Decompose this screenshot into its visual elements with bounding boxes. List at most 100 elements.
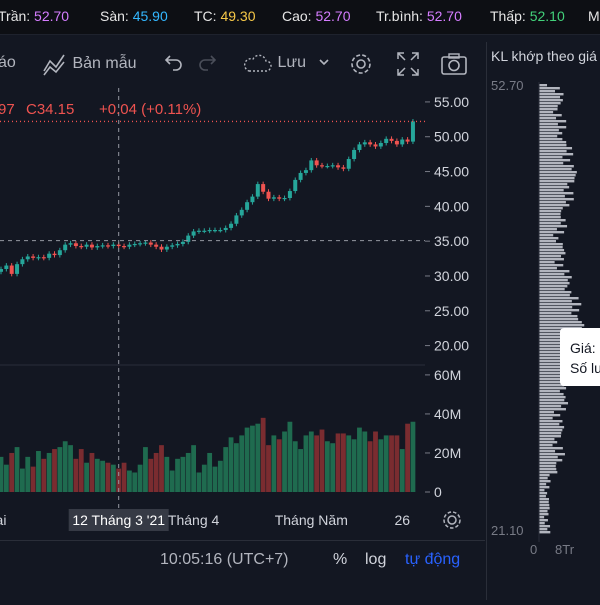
save-button[interactable]: Lưu [241,52,330,74]
volume-bar [405,423,410,492]
profile-bar [539,405,562,408]
profile-bar [539,273,565,276]
profile-bar [539,120,567,123]
profile-bar [539,429,563,432]
profile-bar [539,267,557,270]
profile-bar [539,183,568,186]
volume-bar [287,421,293,492]
profile-bar [539,456,558,459]
candle-body [207,230,212,232]
candle-body [362,142,367,145]
profile-bar [539,111,554,114]
profile-bar [539,96,561,99]
profile-bar [539,102,561,105]
profile-bar [539,426,565,429]
profile-bar [539,135,558,138]
axis-settings-gear-icon[interactable] [443,511,461,529]
volume-bar [94,458,100,492]
candle-body [47,253,52,258]
profile-bar [539,447,563,450]
volume-bar [191,445,196,492]
volume-bar [228,437,234,492]
profile-bar [539,234,554,237]
volume-bar [244,427,250,492]
volume-bar [36,451,41,492]
profile-bar [539,201,566,204]
profile-bar [539,486,550,489]
candle-body [116,244,121,247]
profile-bar [539,339,569,342]
volume-bar [41,458,47,492]
log-toggle[interactable]: log [365,551,387,568]
profile-bar [539,126,567,129]
candle-body [314,160,319,166]
time-axis-label: ai [0,512,6,528]
template-button[interactable]: Bản mẫu [42,51,137,77]
profile-bar [539,453,565,456]
chart-area[interactable]: 35.0752.2012 Tháng 3 '21 20.0025.0030.00… [0,88,485,600]
volume-bar [308,431,314,492]
profile-bar [539,195,565,198]
auto-toggle[interactable]: tự động [405,551,461,568]
indicators-button[interactable]: áo [0,54,16,71]
volume-bar [351,439,357,492]
volume-bar [223,447,229,492]
profile-bar [539,519,548,522]
profile-bar [539,408,566,411]
volume-bar [282,431,287,492]
profile-bar [539,282,570,285]
candle-body [266,191,271,199]
volume-bar [46,452,52,492]
candlestick-chart[interactable]: 35.0752.2012 Tháng 3 '21 20.0025.0030.00… [0,88,485,600]
volume-bar [362,431,368,492]
volume-by-price-panel: KL khớp theo giá 52.70 21.10 0 8Tr [486,42,600,600]
profile-bar [539,396,566,399]
profile-bar [539,357,578,360]
candle-body [0,269,3,272]
profile-bar [539,462,557,465]
candle-body [15,264,20,274]
candle-body [400,139,405,145]
profile-bar [539,465,556,468]
volume-bar [57,447,63,492]
candle-body [36,257,41,259]
candle-body [293,179,298,192]
tooltip-price-label: Giá: [570,340,596,356]
chevron-down-icon [319,59,329,66]
profile-bar [539,525,551,528]
profile-bar [539,468,557,471]
candle-body [52,253,57,256]
quote-high: Cao: 52.70 [282,8,351,24]
candle-body [357,144,362,150]
profile-bar [539,210,562,213]
price-tick-label: 40.00 [434,198,469,214]
volume-bar [73,458,79,492]
profile-bar [539,501,549,504]
candle-body [282,198,287,200]
volume-bar [137,464,143,492]
candle-body [234,215,239,224]
undo-button[interactable] [164,52,184,79]
price-axis-panel [425,88,485,540]
candle-body [164,246,169,250]
candle-body [346,159,351,169]
price-tick-label: 45.00 [434,164,469,180]
candle-body [4,265,9,270]
profile-bar [539,252,566,255]
candle-body [271,197,276,199]
candle-body [394,140,399,145]
profile-bar [539,147,573,150]
profile-bar [539,522,545,525]
volume-bar [68,445,73,492]
volume-profile-title: KL khớp theo giá [491,48,597,64]
settings-button[interactable] [348,51,374,82]
percent-toggle[interactable]: % [333,551,348,568]
fullscreen-button[interactable] [396,51,420,82]
redo-button[interactable] [197,52,217,79]
gear-icon [351,54,371,74]
profile-bar [539,150,567,153]
candle-body [111,244,116,247]
volume-bar [389,435,394,492]
screenshot-button[interactable] [440,51,468,82]
profile-bar [539,228,557,231]
